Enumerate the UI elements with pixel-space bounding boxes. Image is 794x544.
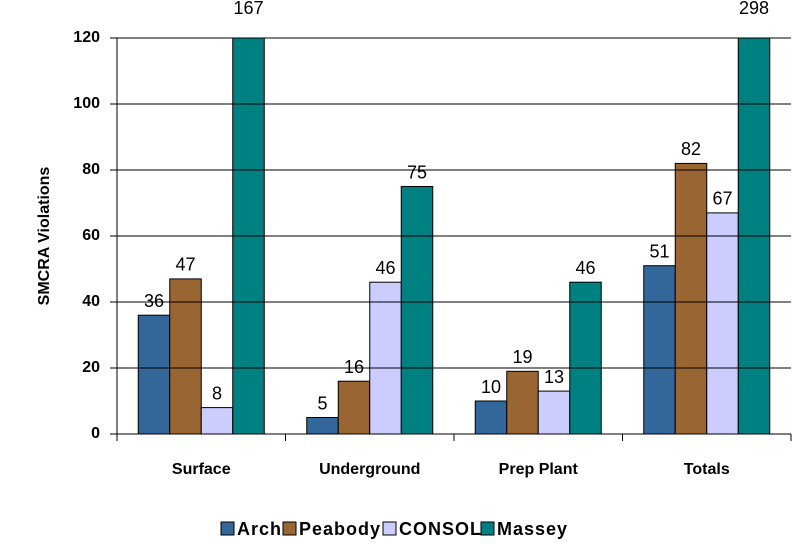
y-tick-label: 120 xyxy=(73,29,100,46)
value-label: 36 xyxy=(144,291,164,311)
bar xyxy=(706,212,739,435)
value-label: 19 xyxy=(512,347,532,367)
value-label: 67 xyxy=(712,189,732,209)
y-axis-label: SMCRA Violations xyxy=(36,167,53,306)
value-label: 8 xyxy=(212,383,222,403)
y-tick-label: 60 xyxy=(82,227,100,244)
x-tick-label: Prep Plant xyxy=(499,461,579,478)
bar xyxy=(337,380,371,435)
bar xyxy=(400,186,434,435)
bar xyxy=(569,281,602,435)
legend-swatch xyxy=(220,521,235,536)
bar xyxy=(306,417,339,435)
x-tick-label: Underground xyxy=(319,461,420,478)
value-label: 46 xyxy=(575,258,595,278)
legend-swatch xyxy=(282,521,297,536)
value-label: 298 xyxy=(739,0,769,18)
legend-swatch xyxy=(480,521,495,536)
value-label: 10 xyxy=(481,377,501,397)
bar xyxy=(200,407,234,435)
bar xyxy=(506,370,539,435)
value-label: 82 xyxy=(681,139,701,159)
bar xyxy=(737,38,771,435)
plot-area xyxy=(137,38,771,435)
bar xyxy=(474,400,508,435)
value-label: 51 xyxy=(649,241,669,261)
value-label: 46 xyxy=(375,258,395,278)
bar xyxy=(232,38,265,435)
value-label: 75 xyxy=(407,162,427,182)
value-label: 5 xyxy=(317,393,327,413)
bar xyxy=(643,265,676,435)
value-label: 167 xyxy=(233,0,263,18)
y-tick-label: 40 xyxy=(82,293,100,310)
legend-swatch xyxy=(382,521,397,536)
y-tick-label: 80 xyxy=(82,161,100,178)
x-tick-label: Totals xyxy=(684,461,730,478)
legend-label: Peabody xyxy=(299,519,381,539)
value-label: 16 xyxy=(344,357,364,377)
bar xyxy=(137,314,171,435)
value-label: 47 xyxy=(175,255,195,275)
x-tick-label: Surface xyxy=(172,461,231,478)
bar xyxy=(169,278,202,435)
bar xyxy=(674,162,708,435)
bar xyxy=(537,390,571,435)
y-tick-label: 20 xyxy=(82,359,100,376)
bar xyxy=(369,281,402,435)
legend-label: Arch xyxy=(237,519,282,539)
y-tick-label: 100 xyxy=(73,95,100,112)
y-tick-label: 0 xyxy=(91,425,100,442)
value-label: 13 xyxy=(544,367,564,387)
legend-label: CONSOL xyxy=(399,519,482,539)
legend-label: Massey xyxy=(497,519,568,539)
